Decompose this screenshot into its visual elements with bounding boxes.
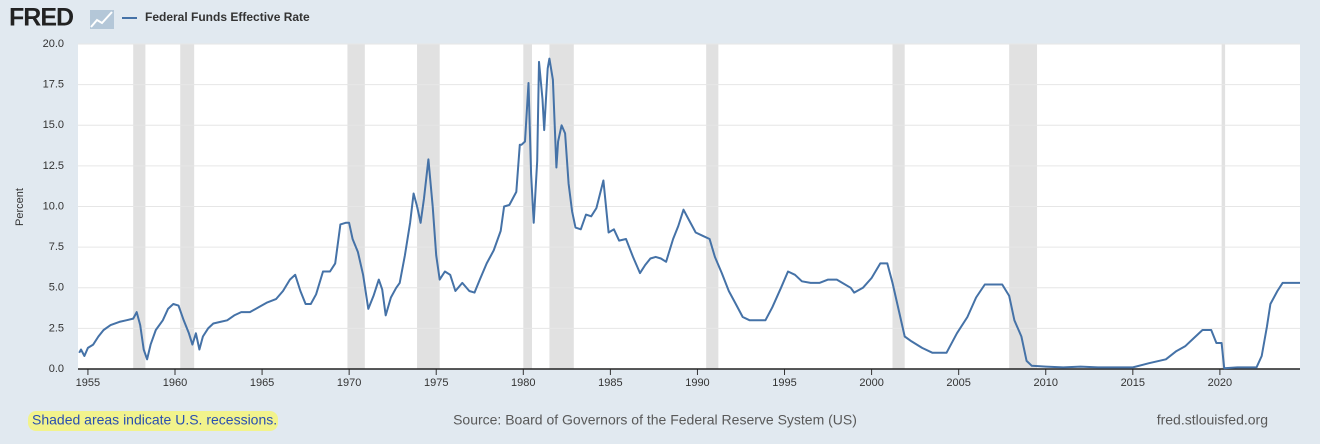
y-tick-label: 10.0 bbox=[43, 200, 64, 212]
data bbox=[78, 57, 1300, 370]
x-tick-label: 1960 bbox=[163, 377, 187, 389]
legend-label: Federal Funds Effective Rate bbox=[145, 10, 310, 24]
x-tick-label: 1995 bbox=[772, 377, 796, 389]
x-tick-label: 2015 bbox=[1121, 377, 1145, 389]
y-tick-label: 17.5 bbox=[43, 79, 64, 91]
data-line bbox=[78, 57, 1300, 370]
x-tick-label: 2010 bbox=[1034, 377, 1058, 389]
y-tick-label: 5.0 bbox=[49, 282, 64, 294]
x-tick-label: 1965 bbox=[250, 377, 274, 389]
x-tick-label: 1985 bbox=[598, 377, 622, 389]
x-tick-label: 1990 bbox=[685, 377, 709, 389]
y-tick-label: 0.0 bbox=[49, 363, 64, 375]
x-tick-label: 2020 bbox=[1208, 377, 1232, 389]
x-tick-label: 1980 bbox=[511, 377, 535, 389]
y-tick-label: 2.5 bbox=[49, 322, 64, 334]
x-tick-label: 1955 bbox=[76, 377, 100, 389]
logo-icon bbox=[90, 10, 114, 29]
y-tick-label: 7.5 bbox=[49, 241, 64, 253]
recession-note: Shaded areas indicate U.S. recessions. bbox=[32, 412, 277, 428]
source: Source: Board of Governors of the Federa… bbox=[453, 412, 857, 428]
y-tick-label: 15.0 bbox=[43, 119, 64, 131]
site[interactable]: fred.stlouisfed.org bbox=[1157, 412, 1268, 428]
y-tick-label: 12.5 bbox=[43, 160, 64, 172]
highlight bbox=[28, 411, 278, 431]
x-tick-label: 2005 bbox=[946, 377, 970, 389]
x-tick-label: 2000 bbox=[859, 377, 883, 389]
y-axis-label: Percent bbox=[14, 188, 26, 226]
grid: 0.0 2.5 5.0 7.5 10.0 12.5 15.0 17.5 20.0 1955 1960… bbox=[43, 38, 1300, 389]
x-tick-label: 1970 bbox=[337, 377, 361, 389]
y-tick-label: 20.0 bbox=[43, 38, 64, 50]
x-tick-label: 1975 bbox=[424, 377, 448, 389]
logo[interactable]: FRED bbox=[9, 4, 74, 32]
